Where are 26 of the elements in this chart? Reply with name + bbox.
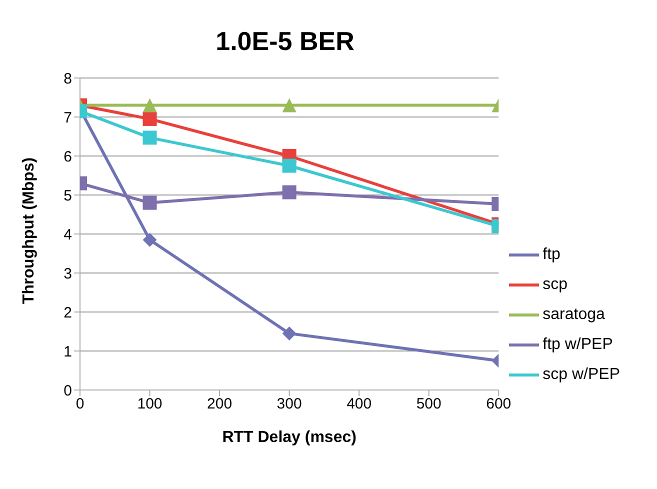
x-tick-label: 400: [346, 396, 372, 413]
x-tick-label: 300: [276, 396, 302, 413]
legend-label: scp w/PEP: [542, 366, 620, 384]
x-tick-label: 100: [137, 396, 162, 413]
y-tick-label: 3: [64, 265, 72, 282]
y-tick-label: 7: [64, 109, 72, 126]
y-axis-title: Throughput (Mbps): [20, 157, 38, 304]
point: [282, 98, 296, 112]
legend-label: saratoga: [542, 306, 605, 324]
y-tick-label: 2: [64, 304, 72, 322]
x-tick-label: 600: [486, 396, 512, 413]
legend-label: ftp w/PEP: [542, 336, 613, 354]
x-tick-label: 200: [207, 396, 232, 413]
y-tick-label: 6: [64, 148, 72, 166]
x-axis-title: RTT Delay (msec): [222, 429, 356, 446]
y-tick-label: 0: [64, 382, 72, 400]
legend-label: scp: [542, 276, 568, 294]
x-tick-label: 500: [416, 396, 442, 413]
x-tick-label: 0: [76, 396, 84, 413]
point: [282, 326, 296, 340]
y-tick-label: 8: [64, 70, 72, 88]
y-tick-label: 4: [64, 226, 72, 244]
chart-title: 1.0E-5 BER: [214, 26, 356, 57]
y-tick-label: 5: [64, 187, 72, 204]
legend-label: ftp: [542, 246, 560, 264]
y-tick-label: 1: [64, 343, 72, 360]
